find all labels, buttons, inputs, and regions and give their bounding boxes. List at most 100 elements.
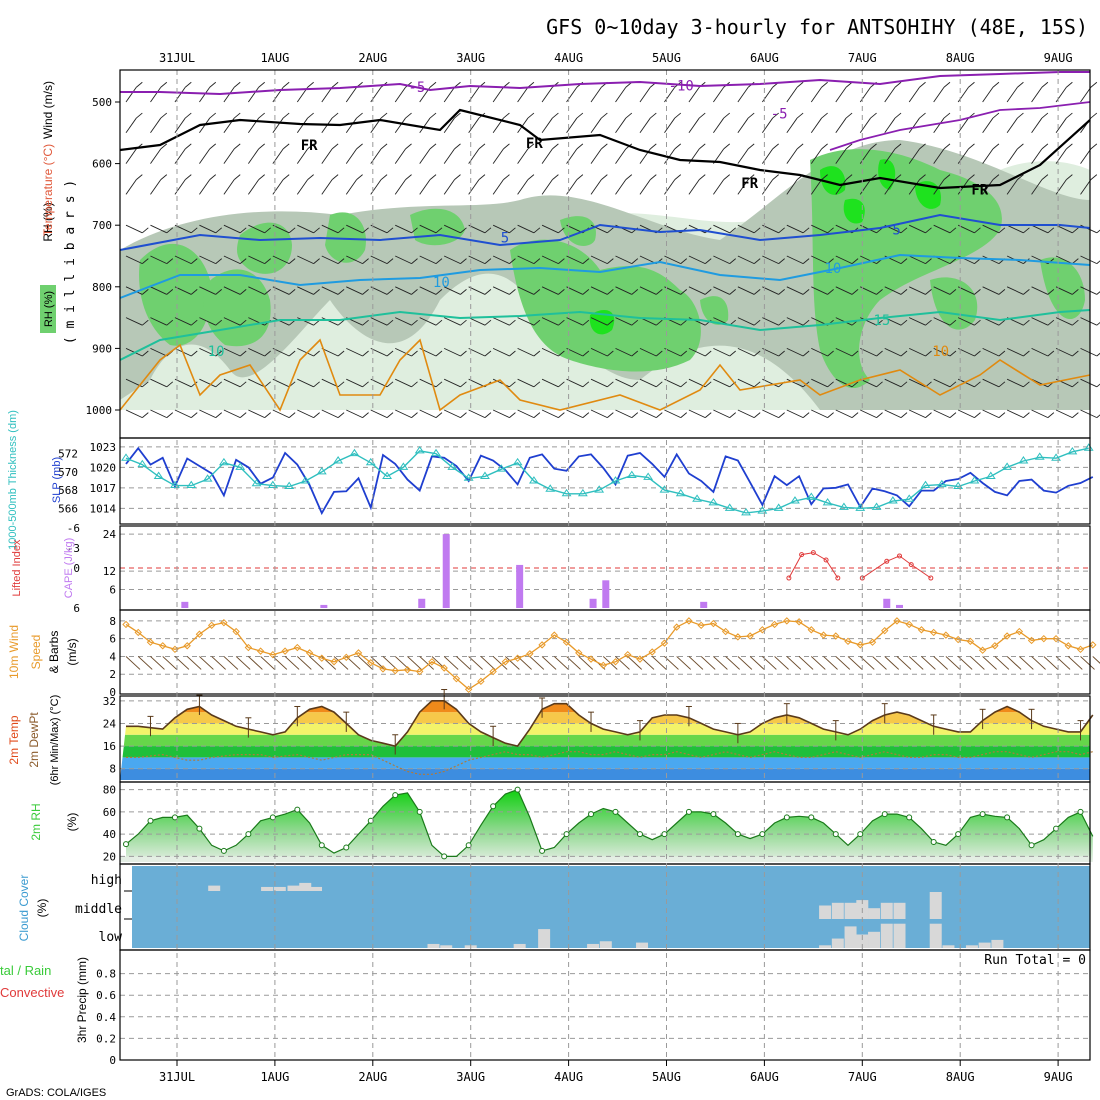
wind-barb [1031,179,1043,195]
wind-barb-feather [601,174,608,181]
thickness-marker [431,448,441,457]
wind-barb [860,378,877,388]
wind-barb-feather [900,319,908,326]
thickness-marker [594,485,605,493]
wind-barb-feather [160,81,168,88]
ylabel-dewpt2m: 2m DewPt [27,712,41,768]
wind-barb [125,255,143,265]
slp-tick-label: 1017 [90,482,117,495]
wind-barb-feather [631,412,639,418]
wind-barb-feather [723,174,731,181]
wind-barb [664,117,676,134]
wind-barb [321,86,333,103]
wind-barb-feather [331,112,339,119]
wind-barb [615,378,633,388]
upper-air-day-gridlines [176,70,1059,410]
wind-barb [125,117,137,134]
temp2m-tick-label: 8 [109,763,116,776]
rh2m-marker [783,814,790,821]
thickness-marker [936,479,947,488]
wind-barb-feather [1017,143,1024,150]
temp-band [120,712,1090,724]
wind10-speed-marker [391,666,399,675]
rh2m-marker [930,838,937,845]
wind-barb [1080,179,1092,195]
wind-barb-feather [454,81,461,88]
wind-barb [394,86,406,103]
chart-title: GFS 0~10day 3-hourly for ANTSOHIHY (48E,… [546,15,1088,39]
wind10-barb [798,656,814,670]
ylabel-temp2m-unit: (6hr Min/Max) (°C) [49,695,61,786]
wind-barb-feather [411,258,418,264]
cloud-bar-low [929,923,942,948]
wind-barb-feather [1072,258,1079,264]
wind10-barb [125,656,141,670]
thickness-marker [577,488,588,497]
wind-barb-feather [484,412,492,418]
wind-barb [590,148,602,164]
wind-barb-feather [894,112,902,119]
wind-barb-feather [362,381,369,388]
cloud-bar-low [636,942,649,948]
rh2m-marker [906,814,913,821]
wind10-speed-marker [599,661,607,670]
thickness-marker [1018,456,1029,464]
wind-barb-feather [900,289,908,295]
wind-barb [982,86,994,103]
wind10-speed-marker [819,631,828,639]
wind-barb [982,286,1000,295]
slp-panel: 1014 1017 1020 1023 566 568 570 572 [58,441,1094,516]
wind10-speed-marker [1064,642,1072,650]
wind10-speed-marker [342,653,350,662]
wind-barb-feather [778,319,785,326]
wind10-speed-marker [195,630,204,638]
wind-barb-feather [337,289,345,295]
wind-barb [541,148,553,164]
wind10-panel: 0 2 4 6 8 [109,615,1100,699]
wind-barb [1080,86,1092,103]
contour-label: FR [741,176,758,192]
wind-barb [566,347,584,357]
wind-barb [933,347,951,357]
wind-barb-feather [631,289,639,295]
wind-barb [615,317,633,326]
wind-barb-feather [1023,289,1030,295]
wind10-barb [333,656,349,670]
wind-barb [150,148,162,164]
rh2m-panel: 20 40 60 80 [103,784,1094,863]
wind-barb-feather [900,350,908,357]
wind-barb-feather [998,227,1006,234]
wind-barb [468,224,486,234]
wind-barb-feather [478,174,486,181]
wind-barb-feather [876,350,883,357]
wind-barb-feather [558,350,565,357]
wind-barb [174,255,192,265]
wind10-barb [1067,656,1083,670]
wind-barb [1055,117,1067,134]
wind-barb-feather [1072,381,1079,388]
wind-barb-feather [802,319,810,326]
wind10-speed-marker [501,658,510,666]
wind-barb [615,148,627,164]
thickness-marker [137,459,148,468]
wind-barb-feather [209,174,217,181]
wind10-speed-marker [611,658,620,666]
precip-frame [119,949,1091,1061]
wind-barb [541,409,559,419]
wind-barb-feather [484,350,492,357]
wind-barb [199,409,216,419]
wind-barb [688,286,706,295]
wind-barb [566,409,584,419]
wind10-barb [382,656,398,670]
wind-barb-feather [704,258,712,264]
wind-barb [957,224,975,234]
wind-barb-feather [160,174,168,181]
thickness-marker [186,480,197,489]
wind-barb-feather [729,227,737,234]
wind-barb [297,255,314,265]
thickness-marker [251,478,262,487]
wind-barb-feather [239,381,247,388]
temp-band [120,700,1090,713]
wind-barb [297,378,314,388]
wind-barb-feather [509,412,516,418]
